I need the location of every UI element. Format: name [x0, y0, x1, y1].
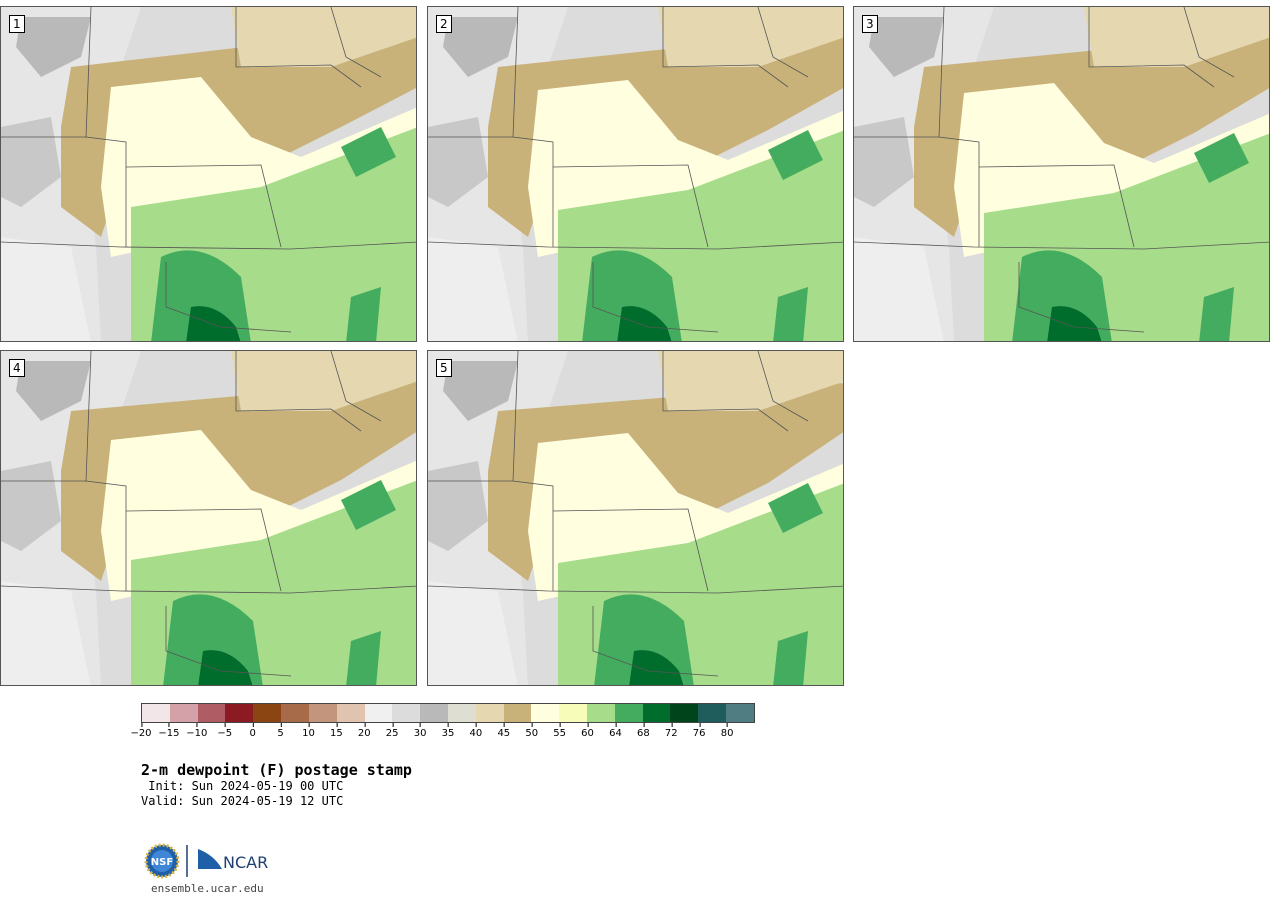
plot-title: 2-m dewpoint (F) postage stamp — [141, 761, 412, 779]
colorbar — [141, 703, 755, 723]
colorbar-tick-label: 60 — [581, 723, 594, 739]
colorbar-swatch — [642, 704, 671, 722]
colorbar-tick-label: 35 — [441, 723, 455, 739]
valid-time: Valid: Sun 2024-05-19 12 UTC — [141, 794, 344, 808]
colorbar-tick-label: −15 — [158, 723, 180, 739]
colorbar-swatch — [559, 704, 587, 722]
colorbar-swatch — [531, 704, 560, 722]
logos: NSF NCAR — [144, 843, 274, 879]
svg-text:NSF: NSF — [151, 857, 173, 868]
member-panel-4: 4 — [0, 350, 417, 686]
colorbar-swatch — [726, 704, 754, 722]
colorbar-tick-label: 64 — [609, 723, 622, 739]
colorbar-swatch — [587, 704, 615, 722]
colorbar-swatch — [503, 704, 532, 722]
init-time: Init: Sun 2024-05-19 00 UTC — [141, 779, 344, 793]
dewpoint-map-4 — [1, 351, 416, 685]
colorbar-tick-label: 55 — [553, 723, 566, 739]
colorbar-swatch — [225, 704, 254, 722]
website-url: ensemble.ucar.edu — [151, 882, 264, 895]
member-label-3: 3 — [862, 15, 878, 33]
colorbar-swatch — [447, 704, 476, 722]
member-label-2: 2 — [436, 15, 452, 33]
member-label-4: 4 — [9, 359, 25, 377]
colorbar-swatch — [197, 704, 226, 722]
member-panel-2: 2 — [427, 6, 844, 342]
colorbar-tick-label: −20 — [130, 723, 152, 739]
nsf-logo-icon: NSF — [144, 843, 180, 879]
colorbar-swatch — [392, 704, 421, 722]
dewpoint-map-2 — [428, 7, 843, 341]
colorbar-tick-label: 15 — [329, 723, 343, 739]
colorbar-tick-label: 25 — [385, 723, 399, 739]
colorbar-tick-label: 0 — [249, 723, 256, 739]
colorbar-swatch — [614, 704, 643, 722]
dewpoint-map-5 — [428, 351, 843, 685]
colorbar-swatch — [169, 704, 198, 722]
colorbar-swatch — [475, 704, 504, 722]
member-panel-1: 1 — [0, 6, 417, 342]
colorbar-swatch — [420, 704, 448, 722]
colorbar-swatch — [253, 704, 282, 722]
member-panel-5: 5 — [427, 350, 844, 686]
ncar-logo-icon: NCAR — [198, 849, 268, 872]
colorbar-tick-label: −10 — [186, 723, 208, 739]
colorbar-tick-label: 40 — [469, 723, 483, 739]
colorbar-tick-label: 50 — [525, 723, 539, 739]
colorbar-ticks: −20 −15 −10 −5 0 5 10 15 20 25 30 35 40 45 50 55 60 64 68 7… — [130, 723, 755, 742]
colorbar-tick-label: 45 — [497, 723, 511, 739]
colorbar-tick-label: 68 — [636, 723, 650, 739]
colorbar-tick-label: 76 — [692, 723, 706, 739]
colorbar-swatch — [670, 704, 699, 722]
colorbar-swatch — [364, 704, 393, 722]
member-label-1: 1 — [9, 15, 25, 33]
colorbar-swatch — [281, 704, 309, 722]
svg-text:NCAR: NCAR — [223, 853, 268, 872]
colorbar-tick-label: 20 — [357, 723, 371, 739]
colorbar-tick-label: 80 — [720, 723, 734, 739]
colorbar-swatch — [698, 704, 727, 722]
colorbar-tick-label: 30 — [413, 723, 427, 739]
colorbar-swatch — [142, 704, 170, 722]
member-panel-3: 3 — [853, 6, 1270, 342]
colorbar-tick-label: 10 — [302, 723, 315, 739]
dewpoint-map-1 — [1, 7, 416, 341]
colorbar-tick-label: 5 — [277, 723, 284, 739]
colorbar-tick-label: −5 — [217, 723, 233, 739]
member-label-5: 5 — [436, 359, 452, 377]
colorbar-swatch — [336, 704, 365, 722]
colorbar-tick-label: 72 — [664, 723, 678, 739]
colorbar-swatch — [308, 704, 337, 722]
dewpoint-map-3 — [854, 7, 1269, 341]
